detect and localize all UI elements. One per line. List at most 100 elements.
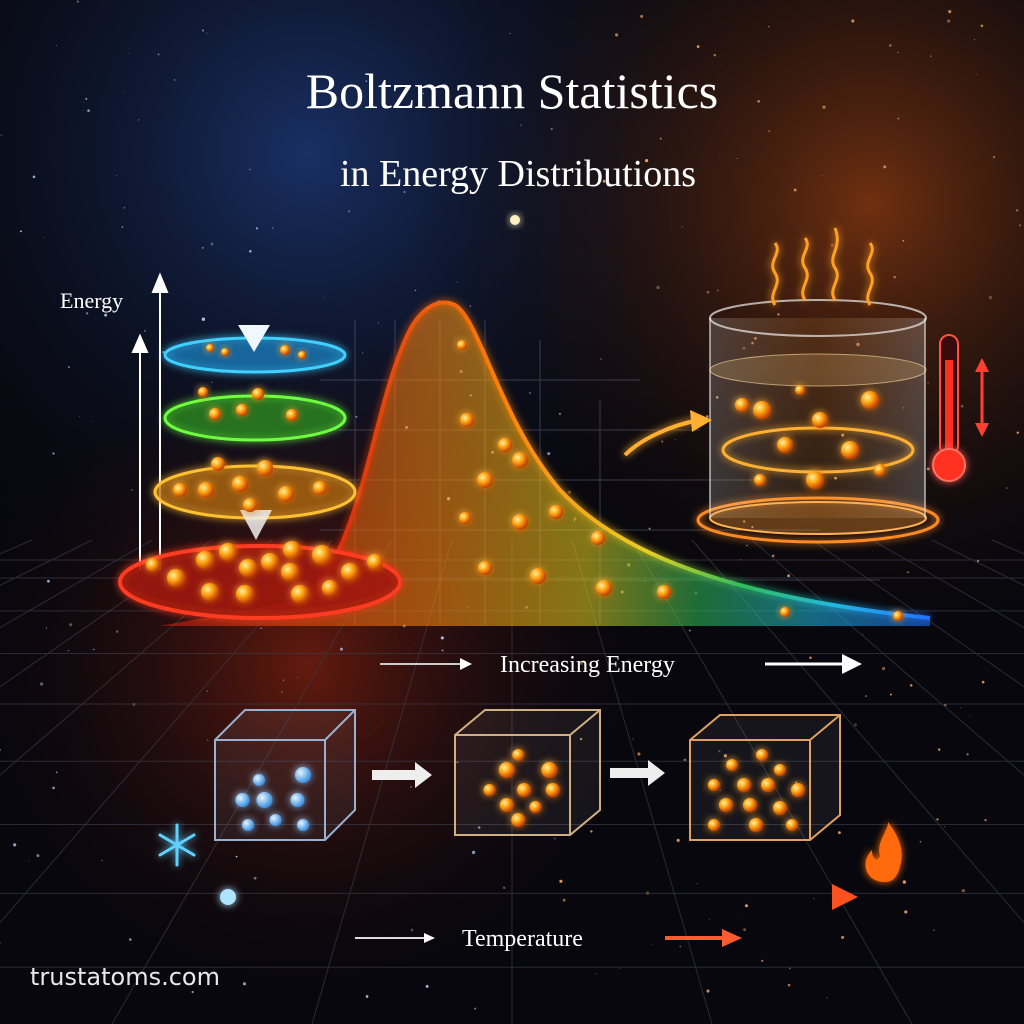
star xyxy=(189,542,191,544)
star xyxy=(365,80,368,82)
particle xyxy=(483,784,496,796)
star xyxy=(854,723,857,727)
star xyxy=(47,579,50,583)
particle xyxy=(460,413,474,427)
box-arrows xyxy=(372,760,665,788)
particle xyxy=(286,409,298,421)
star xyxy=(751,525,754,529)
particle xyxy=(252,388,264,400)
temperature-label: Temperature xyxy=(462,926,583,952)
star xyxy=(904,910,908,914)
star xyxy=(559,879,563,883)
star xyxy=(718,750,721,753)
particle xyxy=(221,348,229,356)
particle xyxy=(283,541,301,559)
star xyxy=(881,666,886,671)
star xyxy=(87,109,90,112)
star xyxy=(129,938,132,941)
level-green xyxy=(163,394,347,442)
star xyxy=(362,352,364,354)
energy-axis-arrows xyxy=(131,272,169,570)
star xyxy=(973,39,975,40)
star xyxy=(249,250,252,253)
star xyxy=(906,571,908,574)
star xyxy=(39,682,44,686)
star xyxy=(36,854,40,858)
star xyxy=(933,929,935,931)
particle xyxy=(256,792,273,808)
star xyxy=(92,648,95,651)
particle xyxy=(780,607,790,617)
star xyxy=(993,156,996,159)
star xyxy=(902,239,905,242)
star xyxy=(902,880,907,884)
distribution-curve xyxy=(298,300,931,620)
star xyxy=(1006,487,1008,489)
star xyxy=(929,55,932,58)
star xyxy=(757,100,760,103)
star xyxy=(410,928,414,932)
star xyxy=(81,110,83,112)
particle xyxy=(657,585,671,599)
star xyxy=(553,837,556,840)
particle xyxy=(295,767,311,783)
star xyxy=(821,174,823,176)
star xyxy=(741,919,742,921)
star xyxy=(123,206,126,209)
divider-spark xyxy=(510,215,520,225)
particle xyxy=(235,793,250,807)
particle xyxy=(236,404,248,416)
particle xyxy=(773,801,787,815)
star xyxy=(67,366,70,369)
star xyxy=(768,25,770,28)
star xyxy=(602,179,606,183)
flame-icon xyxy=(865,822,902,882)
star xyxy=(157,53,160,56)
particle xyxy=(477,472,493,488)
particle xyxy=(239,559,257,577)
star xyxy=(85,98,88,100)
particle xyxy=(253,774,265,786)
particle xyxy=(196,551,214,569)
star xyxy=(888,44,892,47)
particle xyxy=(298,351,306,359)
particle xyxy=(806,471,824,489)
star xyxy=(679,945,682,948)
particle xyxy=(512,514,528,530)
star xyxy=(85,312,89,315)
star xyxy=(14,573,16,574)
star xyxy=(201,246,204,249)
star xyxy=(242,982,247,986)
star xyxy=(440,636,444,640)
star xyxy=(980,24,984,28)
star xyxy=(719,789,721,791)
particle xyxy=(861,391,879,409)
star xyxy=(777,573,779,575)
particle xyxy=(242,819,254,831)
star xyxy=(206,32,208,34)
particle xyxy=(290,793,305,807)
star xyxy=(771,554,775,558)
particle xyxy=(198,387,208,397)
star xyxy=(471,850,476,855)
star xyxy=(600,358,602,360)
star xyxy=(1018,224,1022,227)
star xyxy=(988,295,993,300)
star xyxy=(777,313,780,316)
star xyxy=(984,818,987,822)
particle xyxy=(499,798,514,812)
star xyxy=(744,904,748,908)
particle xyxy=(791,783,805,797)
star xyxy=(618,967,621,970)
particle xyxy=(841,441,859,459)
star xyxy=(469,305,471,307)
particle xyxy=(719,798,733,812)
box-edges xyxy=(214,709,356,841)
star xyxy=(681,226,684,228)
star xyxy=(206,690,208,692)
star xyxy=(502,886,506,890)
star xyxy=(851,19,855,23)
star xyxy=(347,210,351,213)
star xyxy=(235,855,238,858)
star xyxy=(201,317,206,321)
